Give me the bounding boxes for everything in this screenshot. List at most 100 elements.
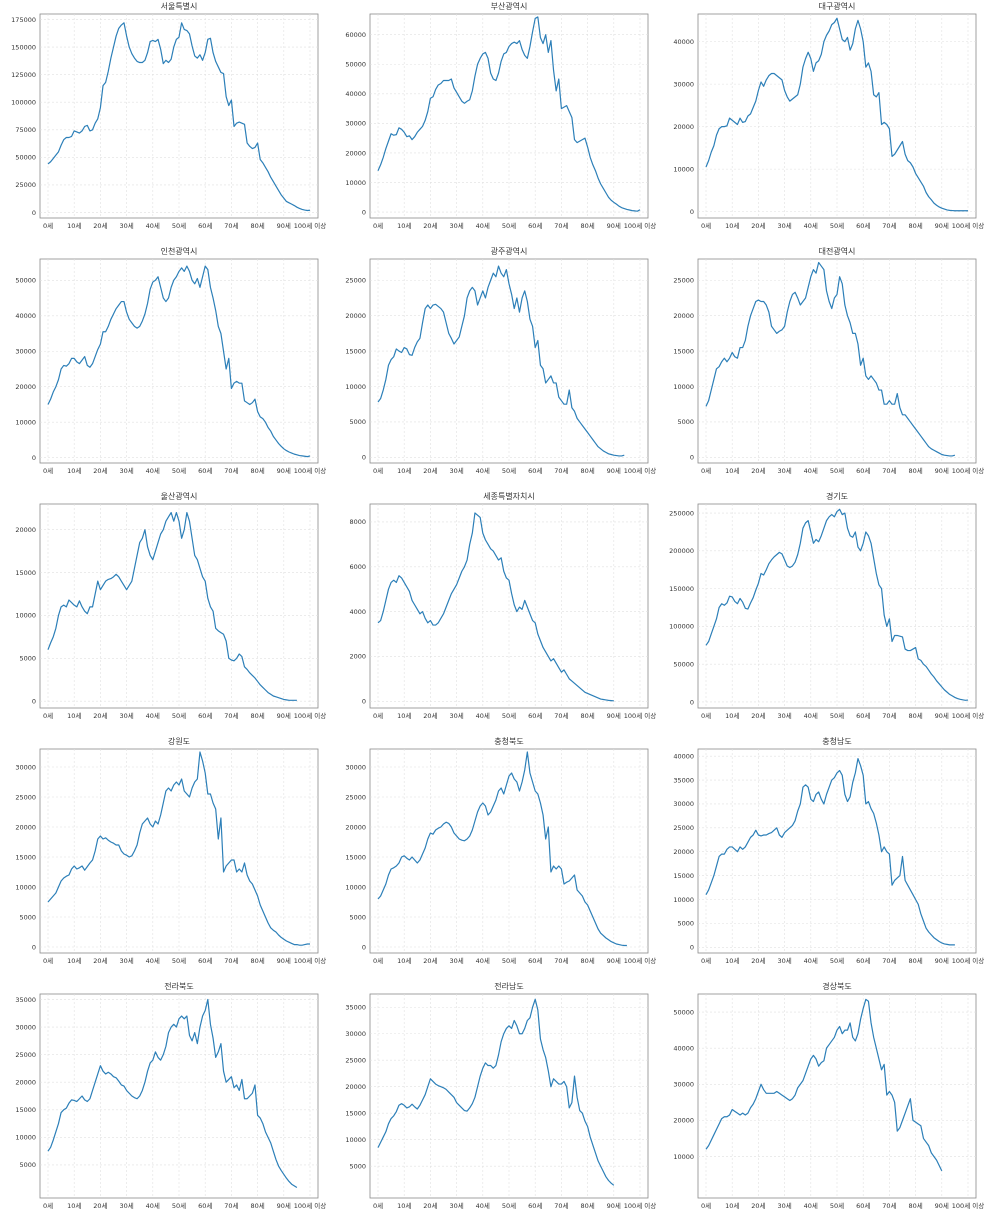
x-tick-label: 20세 bbox=[93, 956, 107, 965]
y-tick-label: 2000 bbox=[349, 653, 366, 661]
x-tick-label: 50세 bbox=[830, 711, 844, 720]
y-tick-label: 10000 bbox=[15, 612, 36, 620]
y-tick-label: 10000 bbox=[673, 165, 694, 173]
x-tick-label: 40세 bbox=[804, 466, 818, 475]
y-tick-label: 30000 bbox=[673, 80, 694, 88]
x-tick-label: 20세 bbox=[423, 221, 437, 230]
x-tick-label: 0세 bbox=[373, 221, 383, 230]
x-tick-label: 60세 bbox=[198, 711, 212, 720]
y-tick-label: 4000 bbox=[349, 608, 366, 616]
y-tick-label: 15000 bbox=[345, 347, 366, 355]
x-tick-label: 10세 bbox=[67, 956, 81, 965]
chart-title: 전라북도 bbox=[164, 981, 193, 991]
x-tick-label: 0세 bbox=[701, 1201, 711, 1210]
population-series-line bbox=[705, 757, 955, 946]
line-chart: 강원도 0세 10세 20세 30세 40세 50세 60세 70세 80세 90세 100세 이상 0… bbox=[15, 736, 326, 965]
x-tick-label: 0세 bbox=[43, 221, 53, 230]
y-tick-label: 50000 bbox=[15, 277, 36, 285]
x-tick-label: 0세 bbox=[373, 711, 383, 720]
x-tick-label: 100세 이상 bbox=[952, 466, 984, 475]
x-tick-label: 30세 bbox=[449, 956, 463, 965]
x-tick-label: 50세 bbox=[502, 1201, 516, 1210]
x-tick-label: 70세 bbox=[882, 221, 896, 230]
chart-panel: 세종특별자치시 0세 10세 20세 30세 40세 50세 60세 70세 80세 90세 100세… bbox=[330, 490, 658, 736]
population-series-line bbox=[705, 261, 956, 457]
x-tick-label: 70세 bbox=[224, 221, 238, 230]
y-tick-label: 30000 bbox=[345, 1030, 366, 1038]
x-tick-label: 80세 bbox=[250, 466, 264, 475]
x-tick-label: 60세 bbox=[856, 466, 870, 475]
y-tick-label: 5000 bbox=[19, 913, 36, 921]
y-tick-label: 30000 bbox=[15, 763, 36, 771]
x-tick-label: 20세 bbox=[751, 466, 765, 475]
chart-title: 광주광역시 bbox=[491, 246, 528, 256]
y-tick-label: 5000 bbox=[349, 1163, 366, 1171]
x-tick-label: 50세 bbox=[502, 466, 516, 475]
y-tick-label: 10000 bbox=[15, 883, 36, 891]
x-tick-label: 80세 bbox=[250, 1201, 264, 1210]
x-tick-label: 20세 bbox=[423, 466, 437, 475]
x-tick-label: 10세 bbox=[397, 711, 411, 720]
x-tick-label: 70세 bbox=[554, 221, 568, 230]
chart-title: 부산광역시 bbox=[491, 1, 528, 11]
y-tick-label: 20000 bbox=[345, 823, 366, 831]
chart-title: 강원도 bbox=[168, 736, 190, 746]
x-tick-label: 10세 bbox=[67, 711, 81, 720]
y-tick-label: 25000 bbox=[15, 1051, 36, 1059]
x-tick-label: 100세 이상 bbox=[952, 711, 984, 720]
chart-title: 경상북도 bbox=[822, 981, 851, 991]
y-tick-label: 10000 bbox=[673, 896, 694, 904]
line-chart: 광주광역시 0세 10세 20세 30세 40세 50세 60세 70세 80세 90세 100세 이… bbox=[345, 246, 656, 475]
x-tick-label: 10세 bbox=[725, 711, 739, 720]
y-tick-label: 30000 bbox=[673, 1081, 694, 1089]
y-tick-label: 150000 bbox=[669, 585, 694, 593]
y-tick-label: 8000 bbox=[349, 518, 366, 526]
x-tick-label: 40세 bbox=[146, 221, 160, 230]
y-tick-label: 5000 bbox=[677, 418, 694, 426]
x-tick-label: 90세 bbox=[277, 1201, 291, 1210]
y-tick-label: 25000 bbox=[673, 277, 694, 285]
population-series-line bbox=[705, 17, 968, 212]
x-tick-label: 100세 이상 bbox=[624, 466, 656, 475]
y-tick-label: 25000 bbox=[345, 277, 366, 285]
x-tick-label: 70세 bbox=[882, 711, 896, 720]
x-tick-label: 80세 bbox=[580, 466, 594, 475]
y-tick-label: 35000 bbox=[345, 1004, 366, 1012]
x-tick-label: 50세 bbox=[502, 221, 516, 230]
y-tick-label: 20000 bbox=[15, 823, 36, 831]
x-tick-label: 90세 bbox=[277, 711, 291, 720]
y-tick-label: 20000 bbox=[15, 526, 36, 534]
chart-title: 세종특별자치시 bbox=[483, 491, 535, 501]
x-tick-label: 0세 bbox=[43, 711, 53, 720]
y-tick-label: 25000 bbox=[673, 824, 694, 832]
y-tick-label: 30000 bbox=[673, 800, 694, 808]
chart-panel: 충청남도 0세 10세 20세 30세 40세 50세 60세 70세 80세 90세 100세 이상… bbox=[658, 735, 986, 981]
x-tick-label: 60세 bbox=[198, 466, 212, 475]
y-tick-label: 50000 bbox=[345, 61, 366, 69]
chart-panel: 울산광역시 0세 10세 20세 30세 40세 50세 60세 70세 80세 90세 100세 이… bbox=[0, 490, 328, 736]
x-tick-label: 30세 bbox=[119, 466, 133, 475]
x-tick-label: 10세 bbox=[397, 221, 411, 230]
line-chart: 충청북도 0세 10세 20세 30세 40세 50세 60세 70세 80세 90세 100세 이상… bbox=[345, 737, 656, 965]
x-tick-label: 90세 bbox=[935, 221, 949, 230]
x-tick-label: 40세 bbox=[804, 1201, 818, 1210]
x-tick-label: 40세 bbox=[804, 221, 818, 230]
x-tick-label: 10세 bbox=[397, 956, 411, 965]
x-tick-label: 80세 bbox=[250, 221, 264, 230]
chart-title: 인천광역시 bbox=[161, 246, 198, 256]
y-tick-label: 35000 bbox=[15, 996, 36, 1004]
x-tick-label: 30세 bbox=[777, 466, 791, 475]
y-tick-label: 20000 bbox=[15, 1079, 36, 1087]
y-tick-label: 0 bbox=[362, 698, 366, 706]
x-tick-label: 100세 이상 bbox=[624, 1201, 656, 1210]
x-tick-label: 30세 bbox=[119, 956, 133, 965]
population-series-line bbox=[377, 751, 627, 947]
y-tick-label: 0 bbox=[362, 208, 366, 216]
y-tick-label: 0 bbox=[690, 944, 694, 952]
x-tick-label: 20세 bbox=[751, 221, 765, 230]
y-tick-label: 10000 bbox=[345, 883, 366, 891]
y-tick-label: 0 bbox=[32, 209, 36, 217]
y-tick-label: 0 bbox=[362, 943, 366, 951]
x-tick-label: 30세 bbox=[777, 221, 791, 230]
x-tick-label: 40세 bbox=[146, 466, 160, 475]
